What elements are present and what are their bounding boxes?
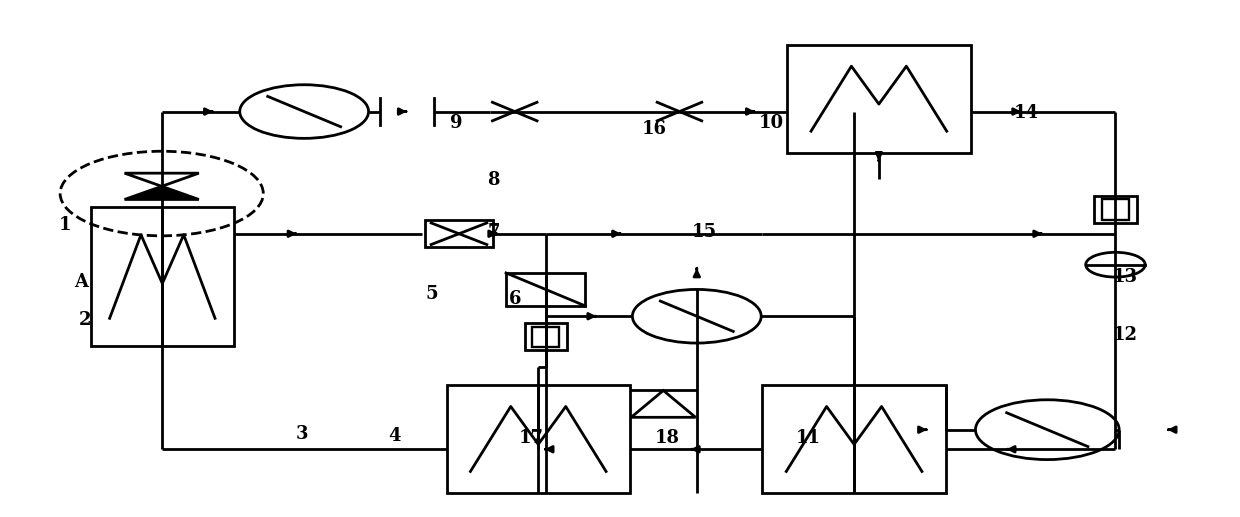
Text: 11: 11 [796,429,821,447]
Text: 14: 14 [1014,104,1039,122]
Bar [506,273,585,306]
Text: 4: 4 [388,428,401,445]
Text: 15: 15 [692,223,717,241]
Bar [1102,199,1130,220]
Text: 16: 16 [642,119,667,138]
Text: 2: 2 [78,311,92,329]
Text: 9: 9 [450,114,463,132]
Bar [532,327,559,347]
Text: 8: 8 [487,171,500,189]
Text: A: A [74,272,88,291]
Text: 18: 18 [655,429,680,447]
Text: 10: 10 [759,114,784,132]
Bar [91,207,233,346]
Text: 13: 13 [1112,267,1138,285]
Polygon shape [124,186,198,200]
Text: 3: 3 [295,425,308,443]
Text: 12: 12 [1112,326,1138,344]
Bar [763,385,946,493]
Text: 17: 17 [518,429,543,447]
Bar [425,220,494,247]
Text: 7: 7 [487,223,500,241]
Bar [1095,196,1137,223]
Bar [787,44,971,153]
Text: 6: 6 [508,290,521,308]
Text: 5: 5 [425,284,438,302]
Bar [446,385,630,493]
Text: 1: 1 [58,216,72,234]
Bar [525,324,567,351]
